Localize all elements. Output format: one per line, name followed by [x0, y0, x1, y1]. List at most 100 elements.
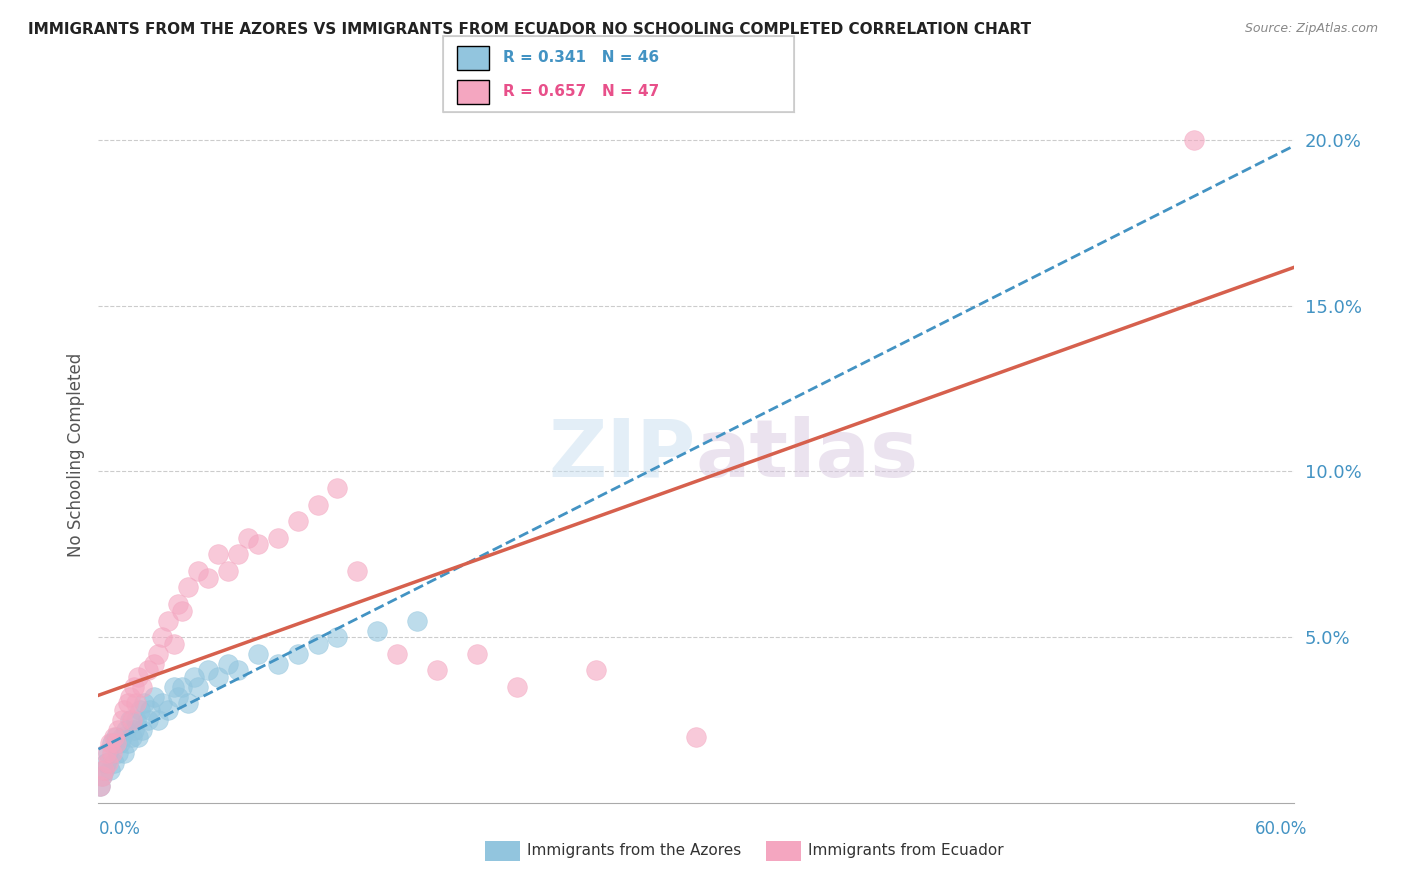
Point — [101, 736, 124, 750]
Point — [115, 723, 138, 737]
Point — [105, 730, 128, 744]
Point — [105, 736, 128, 750]
Point — [585, 663, 607, 677]
Point — [148, 713, 170, 727]
Point — [96, 756, 118, 770]
Point — [125, 697, 148, 711]
Point — [150, 697, 173, 711]
Point — [307, 637, 329, 651]
Point — [93, 763, 115, 777]
Point — [172, 604, 194, 618]
Point — [110, 736, 132, 750]
Point — [117, 736, 139, 750]
Point — [136, 713, 159, 727]
Point — [127, 730, 149, 744]
Point — [111, 730, 134, 744]
Point — [177, 581, 200, 595]
Point — [207, 670, 229, 684]
Text: IMMIGRANTS FROM THE AZORES VS IMMIGRANTS FROM ECUADOR NO SCHOOLING COMPLETED COR: IMMIGRANTS FROM THE AZORES VS IMMIGRANTS… — [28, 22, 1031, 37]
Point — [111, 713, 134, 727]
Point — [267, 657, 290, 671]
Point — [124, 680, 146, 694]
Point — [157, 703, 180, 717]
Point — [112, 703, 135, 717]
Point — [143, 690, 166, 704]
Point — [134, 697, 156, 711]
Point — [267, 531, 290, 545]
Point — [287, 647, 309, 661]
Point — [91, 769, 114, 783]
Point — [131, 680, 153, 694]
Point — [217, 657, 239, 671]
Point — [112, 746, 135, 760]
Point — [148, 647, 170, 661]
Point — [1182, 133, 1205, 147]
Text: R = 0.341   N = 46: R = 0.341 N = 46 — [503, 50, 659, 65]
Point — [121, 713, 143, 727]
Point — [385, 647, 409, 661]
Point — [685, 730, 707, 744]
Point — [217, 564, 239, 578]
Point — [163, 680, 186, 694]
Point — [98, 736, 122, 750]
Point — [120, 690, 142, 704]
Point — [197, 663, 219, 677]
Text: 0.0%: 0.0% — [98, 820, 141, 838]
Point — [406, 614, 429, 628]
Point — [98, 763, 122, 777]
Text: Immigrants from the Azores: Immigrants from the Azores — [527, 844, 741, 858]
Point — [326, 630, 349, 644]
Point — [346, 564, 368, 578]
Point — [103, 756, 125, 770]
Point — [131, 723, 153, 737]
Point — [96, 746, 118, 760]
Point — [167, 597, 190, 611]
Point — [121, 730, 143, 744]
Point — [107, 723, 129, 737]
Point — [172, 680, 194, 694]
Point — [236, 531, 259, 545]
Point — [187, 564, 209, 578]
Point — [326, 481, 349, 495]
Point — [307, 498, 329, 512]
Point — [143, 657, 166, 671]
Point — [226, 547, 249, 561]
Point — [163, 637, 186, 651]
Point — [187, 680, 209, 694]
Point — [125, 713, 148, 727]
Point — [136, 663, 159, 677]
FancyBboxPatch shape — [457, 45, 489, 70]
Text: ZIP: ZIP — [548, 416, 696, 494]
Text: atlas: atlas — [696, 416, 920, 494]
Point — [139, 703, 162, 717]
Point — [124, 723, 146, 737]
Point — [366, 624, 388, 638]
Point — [426, 663, 449, 677]
Text: Immigrants from Ecuador: Immigrants from Ecuador — [808, 844, 1004, 858]
Point — [93, 763, 115, 777]
Point — [103, 730, 125, 744]
Point — [157, 614, 180, 628]
Point — [167, 690, 190, 704]
Point — [287, 514, 309, 528]
Point — [177, 697, 200, 711]
Point — [107, 746, 129, 760]
Point — [183, 670, 205, 684]
Point — [246, 647, 269, 661]
Point — [246, 537, 269, 551]
Point — [97, 756, 120, 770]
Point — [101, 746, 124, 760]
Point — [465, 647, 488, 661]
Point — [506, 680, 529, 694]
Point — [89, 779, 111, 793]
Text: 60.0%: 60.0% — [1256, 820, 1308, 838]
Point — [197, 570, 219, 584]
Point — [129, 703, 152, 717]
Point — [97, 746, 120, 760]
FancyBboxPatch shape — [457, 79, 489, 104]
Point — [226, 663, 249, 677]
Point — [89, 779, 111, 793]
Point — [127, 670, 149, 684]
Point — [150, 630, 173, 644]
Text: Source: ZipAtlas.com: Source: ZipAtlas.com — [1244, 22, 1378, 36]
